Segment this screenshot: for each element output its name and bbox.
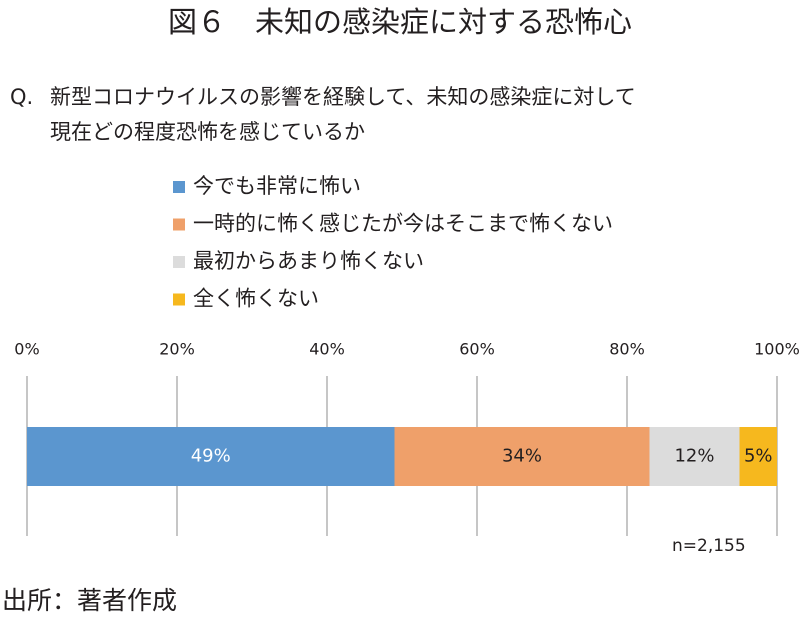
data-label: 12% bbox=[674, 446, 714, 467]
x-tick-label: 60% bbox=[459, 340, 495, 359]
x-tick-label: 20% bbox=[159, 340, 195, 359]
question-prefix: Q. bbox=[10, 85, 33, 109]
chart-title: 図６ 未知の感染症に対する恐怖心 bbox=[168, 5, 632, 39]
data-label: 5% bbox=[744, 446, 773, 467]
bar-segment bbox=[27, 427, 395, 486]
legend-swatch bbox=[173, 181, 185, 193]
x-tick-label: 80% bbox=[609, 340, 645, 359]
question-line: 現在どの程度恐怖を感じているか bbox=[50, 120, 365, 144]
x-tick-label: 100% bbox=[754, 340, 800, 359]
data-label: 34% bbox=[502, 446, 542, 467]
sample-note: n=2,155 bbox=[672, 536, 746, 556]
x-tick-label: 0% bbox=[14, 340, 39, 359]
bar-segment bbox=[649, 427, 740, 486]
legend-swatch bbox=[173, 256, 185, 268]
legend-label: 一時的に怖く感じたが今はそこまで怖くない bbox=[193, 212, 613, 236]
source-note: 出所：著者作成 bbox=[2, 586, 177, 615]
legend-label: 今でも非常に怖い bbox=[193, 174, 361, 198]
legend-swatch bbox=[173, 293, 185, 306]
bar-segment bbox=[739, 427, 777, 486]
legend-swatch bbox=[173, 218, 185, 231]
data-label: 49% bbox=[191, 446, 231, 467]
bar-segment bbox=[394, 427, 650, 486]
question-line: 新型コロナウイルスの影響を経験して、未知の感染症に対して bbox=[50, 85, 636, 109]
x-tick-label: 40% bbox=[309, 340, 345, 359]
legend-label: 最初からあまり怖くない bbox=[193, 249, 424, 273]
legend-label: 全く怖くない bbox=[193, 287, 319, 311]
